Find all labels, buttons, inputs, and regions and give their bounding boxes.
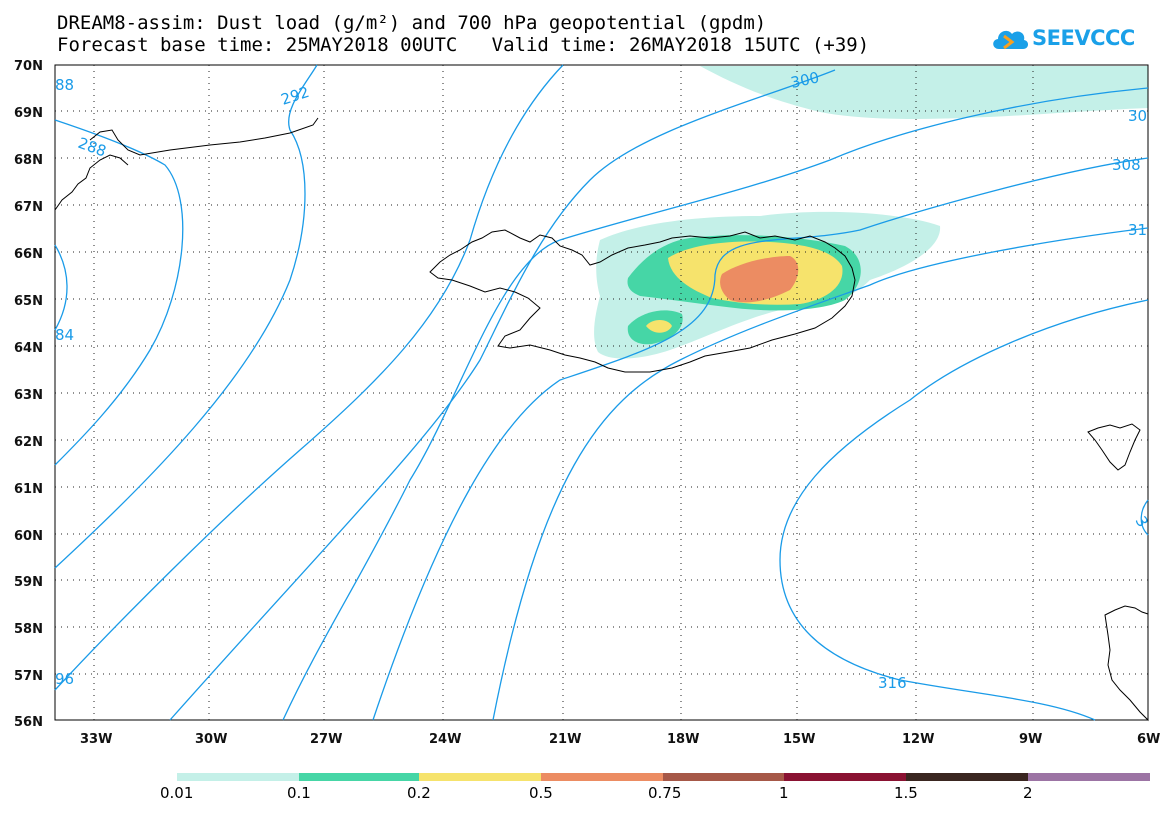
contour-line [779, 299, 1149, 721]
cloud-icon [993, 30, 1029, 50]
contour-line [1140, 499, 1149, 536]
title-line-2: Forecast base time: 25MAY2018 00UTC Vali… [57, 34, 870, 56]
lat-label: 62N [14, 435, 43, 450]
lat-label: 57N [14, 669, 43, 684]
contour-label-84: 84 [55, 326, 74, 344]
lat-label: 64N [14, 341, 43, 356]
contour-label-30: 30 [1128, 107, 1147, 125]
lat-label: 66N [14, 247, 43, 262]
contour-line [54, 244, 68, 331]
lon-label: 6W [1137, 732, 1160, 747]
lon-label: 15W [783, 732, 815, 747]
colorbar-swatch-1 [177, 773, 299, 781]
lon-label: 24W [429, 732, 461, 747]
contour-line [54, 64, 564, 691]
coastlines [54, 117, 1149, 722]
latitude-labels: 70N 69N 68N 67N 66N 65N 64N 63N 62N 61N … [14, 59, 43, 730]
lat-label: 68N [14, 153, 43, 168]
lat-label: 60N [14, 529, 43, 544]
geopotential-contours [54, 64, 1149, 721]
greenland-coast [54, 154, 129, 211]
colorbar-swatch-7 [906, 773, 1028, 781]
contour-line [372, 157, 1149, 721]
lat-label: 69N [14, 106, 43, 121]
logo-text: SEEVCCC [1032, 26, 1135, 50]
colorbar-swatch-6 [784, 773, 906, 781]
colorbar-label: 1.5 [894, 784, 918, 802]
contour-label-292: 292 [279, 83, 312, 109]
lon-label: 30W [195, 732, 227, 747]
seevccc-logo: SEEVCCC [990, 22, 1150, 58]
colorbar-label: 1 [779, 784, 789, 802]
lon-label: 9W [1019, 732, 1042, 747]
dust-area-orange [720, 256, 799, 303]
dust-shading [594, 66, 1148, 359]
colorbar-label: 0.5 [529, 784, 553, 802]
lat-label: 67N [14, 200, 43, 215]
iceland-coast [429, 229, 856, 373]
contour-labels: 288 292 300 308 316 88 84 96 30 31 3 [55, 68, 1152, 692]
contour-label-3: 3 [1132, 513, 1152, 530]
title-line-1: DREAM8-assim: Dust load (g/m²) and 700 h… [57, 12, 767, 34]
contour-label-96: 96 [55, 670, 74, 688]
lon-label: 33W [80, 732, 112, 747]
lat-label: 63N [14, 388, 43, 403]
colorbar-swatch-2 [299, 773, 419, 781]
contour-line [492, 227, 1149, 721]
dust-area-light-top [700, 66, 1148, 119]
colorbar-swatch-4 [541, 773, 663, 781]
contour-line [54, 64, 318, 569]
colorbar-label: 0.1 [287, 784, 311, 802]
lon-label: 12W [902, 732, 934, 747]
contour-line [54, 119, 184, 466]
colorbar-swatch-3 [419, 773, 541, 781]
colorbar-swatch-8 [1028, 773, 1150, 781]
lat-label: 56N [14, 715, 43, 730]
lon-label: 18W [667, 732, 699, 747]
contour-label-316: 316 [878, 674, 907, 692]
contour-line [169, 69, 836, 721]
scotland-coast [1104, 605, 1149, 722]
lon-label: 21W [549, 732, 581, 747]
faroe-coast [1087, 423, 1141, 471]
longitude-labels: 33W 30W 27W 24W 21W 18W 15W 12W 9W 6W [80, 732, 1160, 747]
greenland-coast [89, 117, 319, 156]
lat-label: 70N [14, 59, 43, 74]
colorbar-label: 0.2 [407, 784, 431, 802]
dust-area-yellow-south [646, 320, 672, 333]
contour-line [282, 87, 1149, 721]
colorbar-label: 0.01 [160, 784, 194, 802]
contour-label-88: 88 [55, 76, 74, 94]
colorbar-label: 0.75 [648, 784, 682, 802]
colorbar-label: 2 [1023, 784, 1033, 802]
lat-label: 61N [14, 482, 43, 497]
contour-label-31: 31 [1128, 221, 1147, 239]
lon-label: 27W [310, 732, 342, 747]
grid-lines [55, 65, 1148, 720]
lat-label: 58N [14, 622, 43, 637]
lat-label: 59N [14, 575, 43, 590]
colorbar-swatch-5 [663, 773, 784, 781]
contour-label-308: 308 [1112, 156, 1141, 174]
contour-label-300: 300 [789, 68, 821, 92]
lat-label: 65N [14, 294, 43, 309]
